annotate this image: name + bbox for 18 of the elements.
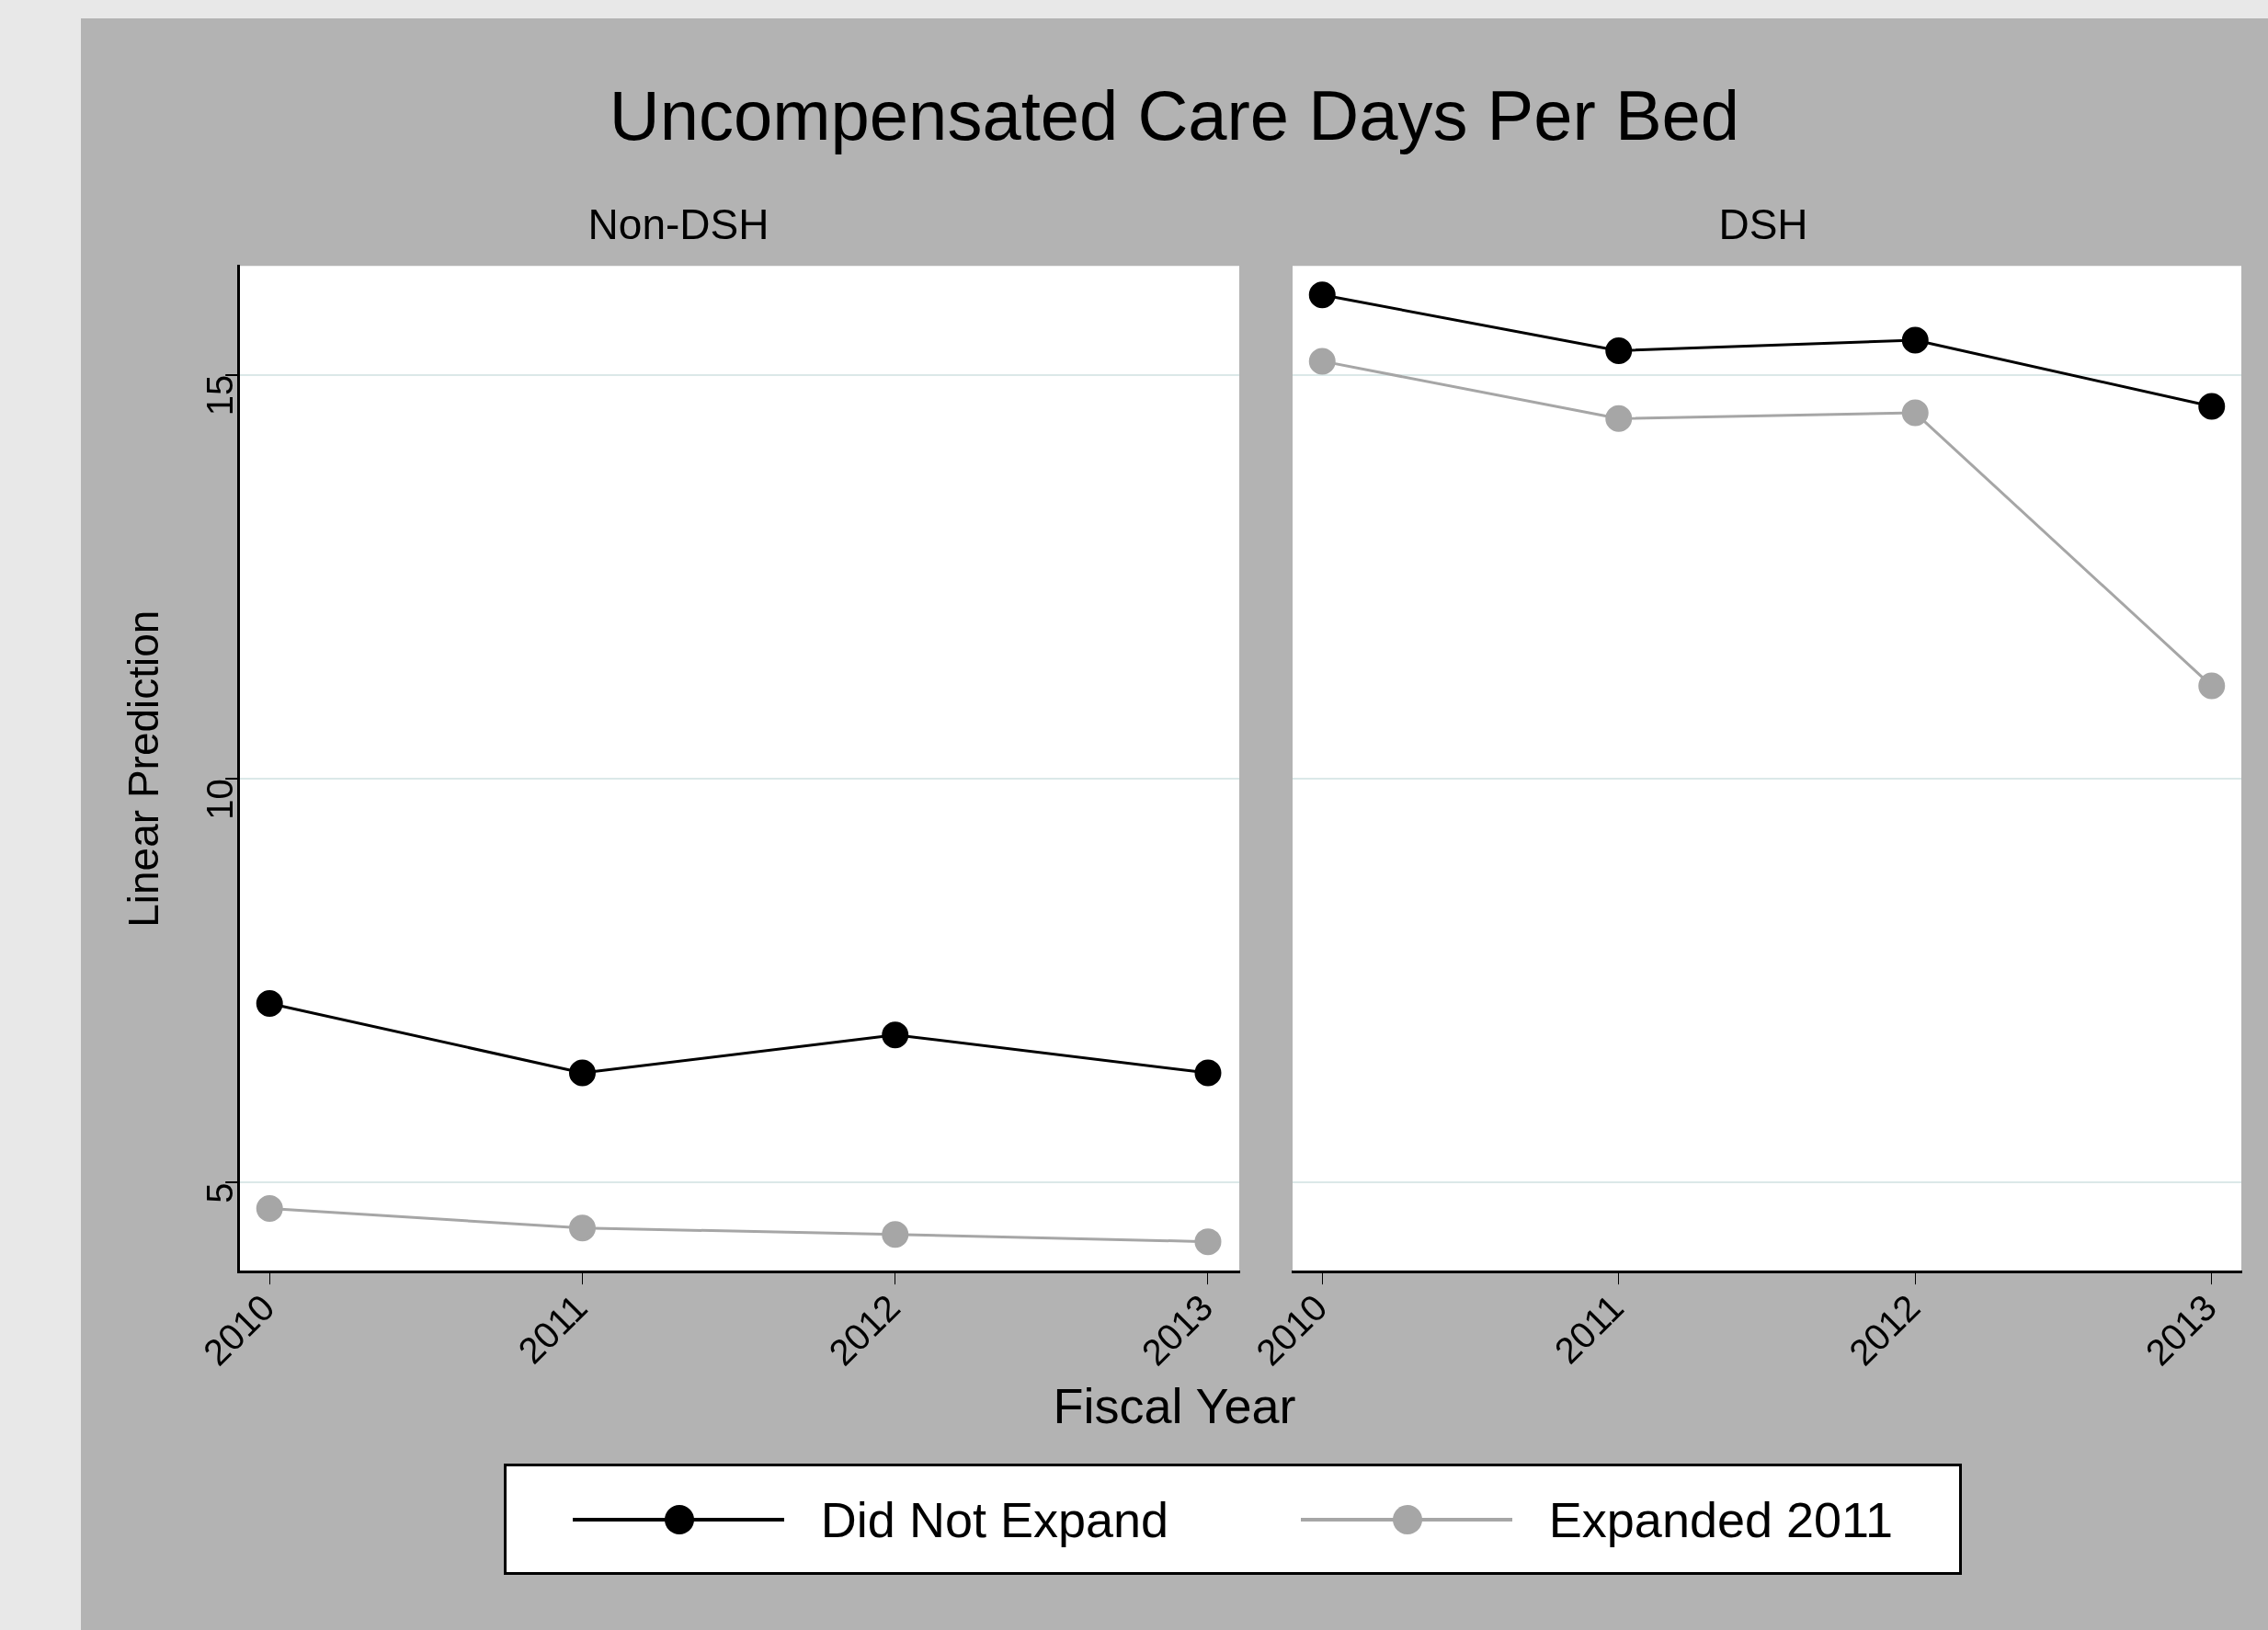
legend-label: Did Not Expand	[820, 1490, 1169, 1548]
point	[1605, 336, 1633, 364]
point	[1605, 405, 1633, 432]
y-tick-label: 5	[199, 1182, 241, 1203]
point	[1901, 399, 1929, 427]
point	[1308, 281, 1336, 309]
y-tick-label: 15	[199, 374, 241, 416]
y-tick-label: 10	[199, 779, 241, 820]
point	[1308, 348, 1336, 375]
chart-title: Uncompensated Care Days Per Bed	[608, 75, 1741, 155]
legend-label: Expanded 2011	[1548, 1490, 1894, 1548]
point	[2198, 672, 2226, 700]
x-axis-title: Fiscal Year	[1052, 1377, 1297, 1434]
y-axis-title: Linear Prediction	[120, 610, 168, 928]
chart-subtitle: Non-DSH	[587, 200, 769, 249]
chart-subtitle: DSH	[1718, 200, 1808, 249]
point	[2198, 393, 2226, 420]
point	[1901, 326, 1929, 354]
